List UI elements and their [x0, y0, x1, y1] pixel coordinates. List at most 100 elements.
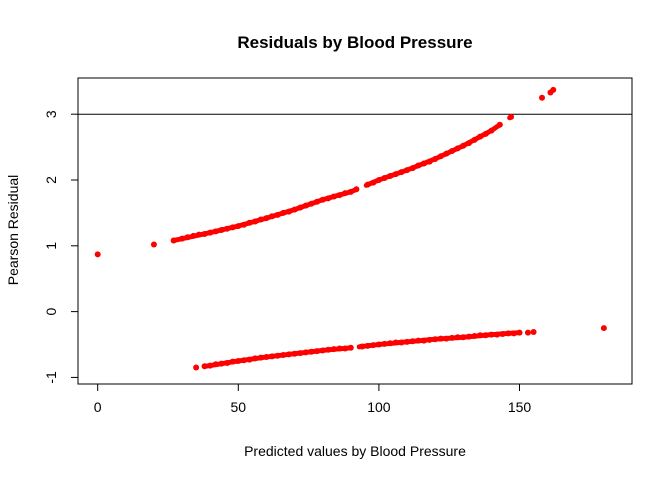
data-point: [539, 94, 546, 101]
x-tick-label: 50: [231, 399, 247, 415]
data-point: [415, 162, 422, 169]
data-point: [415, 337, 422, 344]
data-point: [274, 352, 281, 359]
data-point: [224, 359, 231, 366]
data-point: [524, 329, 531, 336]
data-point: [235, 223, 242, 230]
data-point: [347, 188, 354, 195]
data-point: [381, 175, 388, 182]
data-point: [218, 360, 225, 367]
x-axis-label: Predicted values by Blood Pressure: [244, 443, 466, 459]
data-point: [269, 353, 276, 360]
data-point: [218, 227, 225, 234]
x-tick-label: 100: [367, 399, 391, 415]
y-tick-label: 2: [43, 176, 59, 184]
data-point: [364, 181, 371, 188]
data-point: [240, 221, 247, 228]
data-point: [252, 355, 259, 362]
data-point: [454, 145, 461, 152]
data-point: [387, 340, 394, 347]
data-point: [170, 237, 177, 244]
chart-title: Residuals by Blood Pressure: [237, 33, 472, 52]
y-axis-label: Pearson Residual: [5, 175, 21, 286]
data-point: [449, 334, 456, 341]
data-point: [398, 339, 405, 346]
data-point: [212, 228, 219, 235]
data-point: [465, 333, 472, 340]
data-point: [229, 224, 236, 231]
data-point: [392, 339, 399, 346]
data-point: [426, 336, 433, 343]
data-point: [488, 127, 495, 134]
data-point: [330, 193, 337, 200]
data-point: [432, 336, 439, 343]
data-point: [252, 218, 259, 225]
data-point: [387, 173, 394, 180]
data-point: [342, 190, 349, 197]
data-point: [392, 171, 399, 178]
data-point: [488, 331, 495, 338]
data-point: [235, 357, 242, 364]
data-point: [516, 329, 523, 336]
y-tick-label: 1: [43, 242, 59, 250]
data-point: [302, 202, 309, 209]
y-tick-label: -1: [43, 371, 59, 384]
data-point: [336, 192, 343, 199]
data-point: [409, 165, 416, 172]
data-point: [314, 198, 321, 205]
data-point: [477, 332, 484, 339]
data-point: [364, 342, 371, 349]
y-axis: -1 0 1 2 3: [43, 110, 79, 384]
data-point: [184, 234, 191, 241]
data-point: [207, 229, 214, 236]
data-point: [319, 347, 326, 354]
data-point: [353, 186, 360, 193]
data-point: [330, 346, 337, 353]
x-tick-label: 150: [508, 399, 532, 415]
data-points: [94, 86, 607, 371]
data-point: [195, 231, 202, 238]
data-point: [229, 358, 236, 365]
data-point: [94, 251, 101, 258]
data-point: [482, 130, 489, 137]
data-point: [257, 354, 264, 361]
data-point: [285, 208, 292, 215]
data-point: [375, 341, 382, 348]
data-point: [510, 330, 517, 337]
data-point: [460, 142, 467, 149]
data-point: [342, 345, 349, 352]
data-point: [432, 155, 439, 162]
plot-frame: [77, 77, 633, 385]
data-point: [530, 329, 537, 336]
data-point: [314, 348, 321, 355]
data-point: [460, 334, 467, 341]
x-tick-label: 0: [94, 399, 102, 415]
data-point: [263, 354, 270, 361]
y-tick-label: 0: [43, 308, 59, 316]
data-point: [508, 113, 515, 120]
data-point: [179, 235, 186, 242]
data-point: [274, 211, 281, 218]
data-point: [325, 195, 332, 202]
data-point: [285, 351, 292, 358]
data-point: [494, 331, 501, 338]
data-point: [443, 335, 450, 342]
data-point: [398, 169, 405, 176]
data-point: [465, 140, 472, 147]
data-point: [449, 148, 456, 155]
data-point: [437, 153, 444, 160]
data-point: [409, 338, 416, 345]
data-point: [224, 225, 231, 232]
data-point: [375, 177, 382, 183]
data-point: [404, 167, 411, 174]
data-point: [437, 335, 444, 342]
data-point: [246, 219, 253, 226]
data-point: [499, 330, 506, 337]
data-point: [297, 204, 304, 211]
data-point: [193, 364, 200, 371]
data-point: [308, 348, 315, 355]
data-point: [471, 136, 478, 143]
data-point: [404, 338, 411, 345]
data-point: [201, 363, 208, 370]
data-point: [505, 330, 512, 337]
